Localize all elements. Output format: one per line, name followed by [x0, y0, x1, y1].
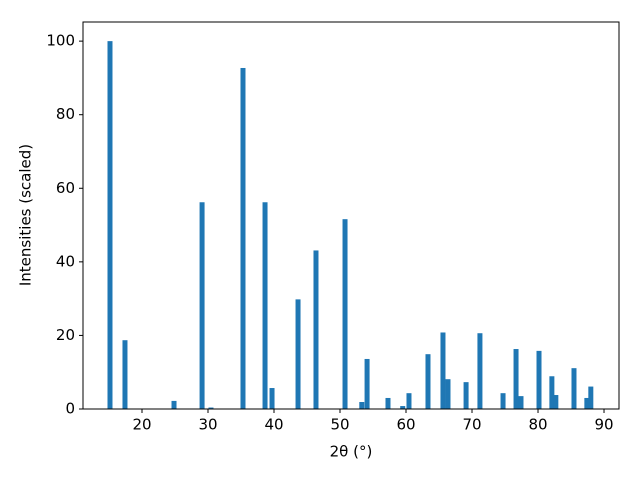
bar — [295, 299, 301, 409]
bar — [425, 354, 431, 409]
bar — [440, 332, 446, 409]
plot-frame — [82, 21, 620, 410]
bar — [584, 397, 590, 409]
bar — [313, 250, 319, 409]
bar — [513, 349, 519, 409]
x-tick-label: 90 — [594, 416, 613, 434]
bar — [208, 407, 214, 409]
bar — [342, 219, 348, 409]
bar — [463, 382, 469, 409]
y-tick-label: 0 — [65, 400, 75, 418]
bar — [240, 67, 246, 410]
bar — [199, 202, 205, 409]
bar — [122, 340, 128, 409]
bar — [400, 406, 406, 409]
bar — [500, 393, 506, 409]
x-tick-label: 70 — [462, 416, 481, 434]
x-tick-label: 50 — [330, 416, 349, 434]
bar — [406, 393, 412, 409]
bar — [571, 368, 577, 409]
y-tick-label: 40 — [56, 252, 75, 270]
bar — [477, 333, 483, 409]
bar — [549, 376, 555, 409]
y-axis-label: Intensities (scaled) — [17, 144, 35, 286]
x-axis-label: 2θ (°) — [330, 443, 373, 461]
bar — [364, 358, 370, 409]
bar — [107, 41, 113, 410]
x-tick-label: 80 — [528, 416, 547, 434]
bar — [269, 388, 275, 409]
x-tick-label: 60 — [396, 416, 415, 434]
y-tick-label: 60 — [56, 179, 75, 197]
y-tick-label: 100 — [46, 32, 75, 50]
x-tick-label: 20 — [132, 416, 151, 434]
bar — [518, 396, 524, 409]
bar — [171, 400, 177, 409]
bar — [262, 202, 268, 409]
x-tick-label: 40 — [264, 416, 283, 434]
bar — [536, 350, 542, 409]
bar — [588, 386, 594, 409]
y-tick-label: 20 — [56, 326, 75, 344]
bar — [359, 402, 365, 409]
bar — [553, 395, 559, 409]
y-tick-label: 80 — [56, 105, 75, 123]
bar — [445, 379, 451, 409]
bar — [385, 397, 391, 409]
x-tick-label: 30 — [198, 416, 217, 434]
